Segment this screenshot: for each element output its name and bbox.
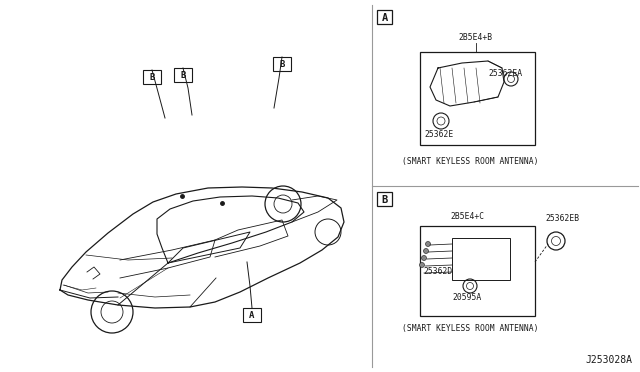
Text: J253028A: J253028A xyxy=(585,355,632,365)
Text: B: B xyxy=(381,195,388,205)
Text: 25362D: 25362D xyxy=(423,267,452,276)
Text: B: B xyxy=(180,71,186,80)
Text: 25362EB: 25362EB xyxy=(546,214,580,222)
Circle shape xyxy=(419,263,424,267)
Circle shape xyxy=(422,256,426,260)
Text: (SMART KEYLESS ROOM ANTENNA): (SMART KEYLESS ROOM ANTENNA) xyxy=(402,324,538,333)
Text: A: A xyxy=(250,311,255,320)
Circle shape xyxy=(426,241,431,247)
Bar xyxy=(273,57,291,71)
Text: 20595A: 20595A xyxy=(452,294,481,302)
Bar xyxy=(452,238,510,280)
Bar xyxy=(243,308,261,322)
Text: 25362E: 25362E xyxy=(424,129,453,138)
Bar xyxy=(420,52,535,145)
Text: 2B5E4+B: 2B5E4+B xyxy=(459,32,493,42)
Text: B: B xyxy=(149,73,155,82)
Circle shape xyxy=(424,248,429,253)
Bar xyxy=(143,70,161,84)
Text: 25362EA: 25362EA xyxy=(488,68,522,77)
Text: A: A xyxy=(381,13,388,22)
Text: (SMART KEYLESS ROOM ANTENNA): (SMART KEYLESS ROOM ANTENNA) xyxy=(402,157,538,166)
Text: B: B xyxy=(279,60,285,69)
Bar xyxy=(420,226,535,316)
Bar xyxy=(377,192,392,206)
Bar xyxy=(174,68,192,82)
Text: 2B5E4+C: 2B5E4+C xyxy=(451,212,485,221)
Bar xyxy=(377,10,392,24)
